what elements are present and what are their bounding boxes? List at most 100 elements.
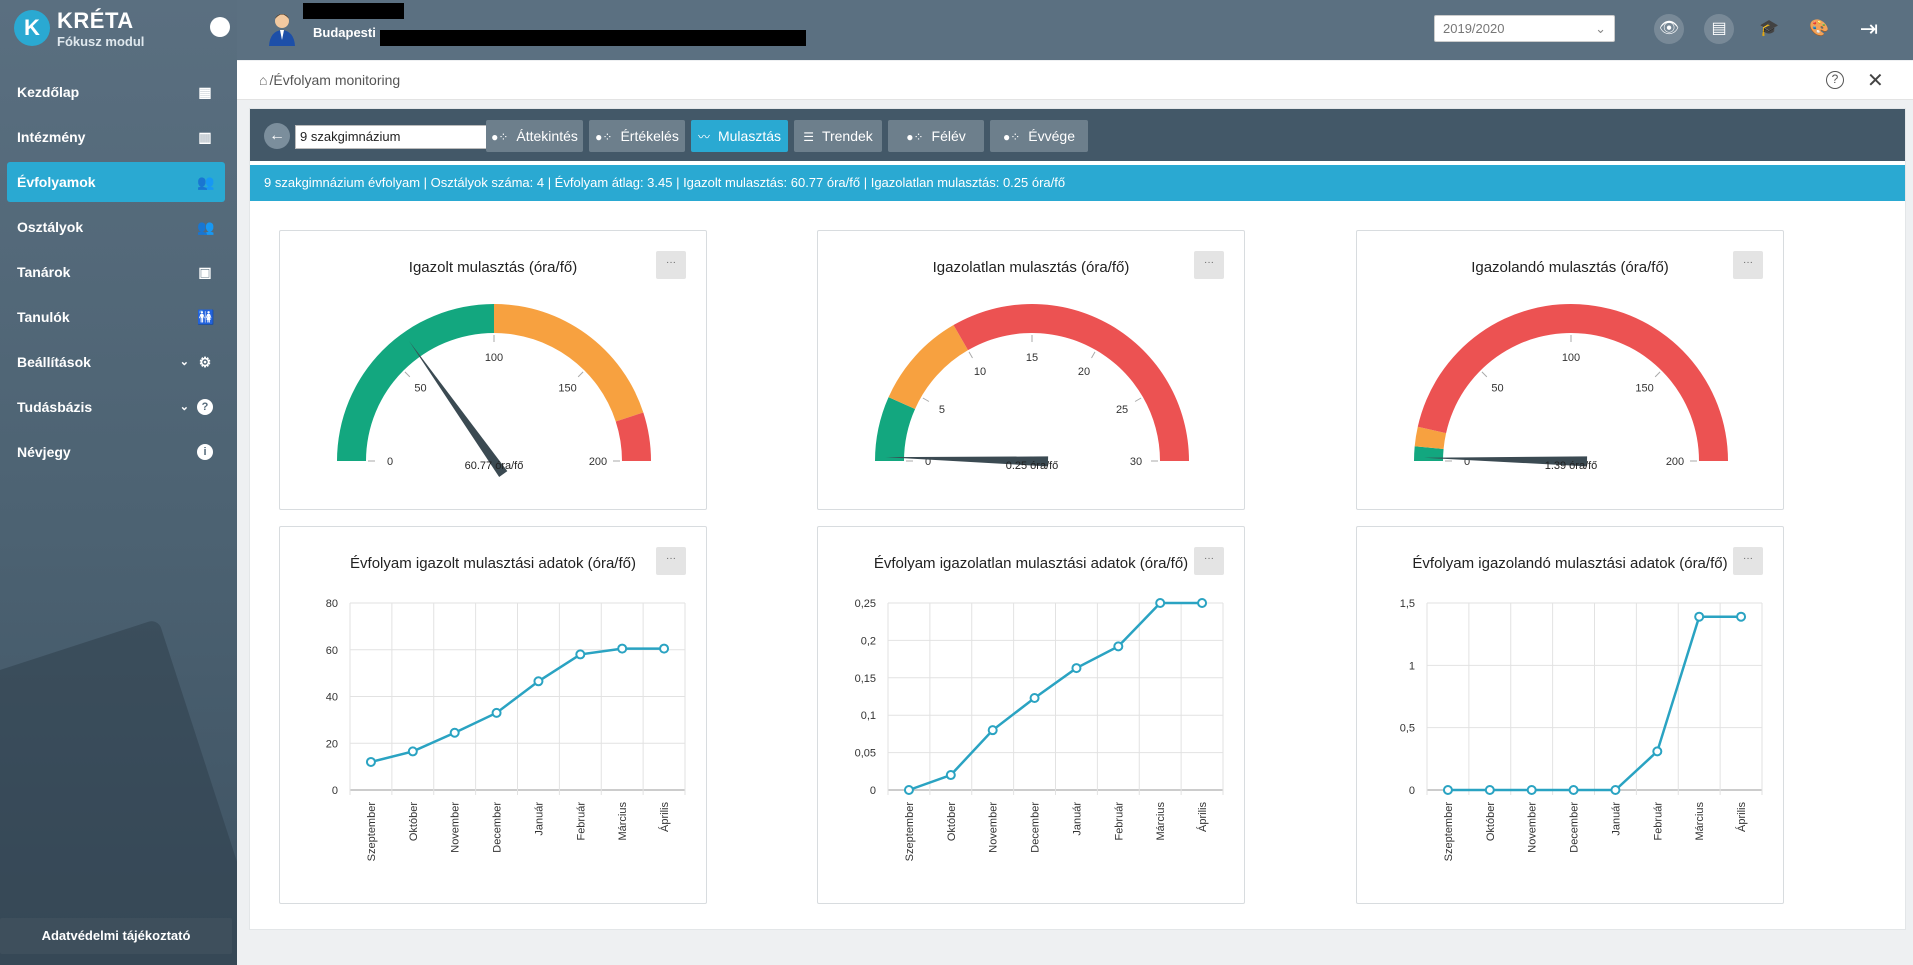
gauge-tick-label: 30 xyxy=(1130,456,1142,468)
x-tick-label: Szeptember xyxy=(1443,802,1455,862)
close-icon[interactable]: ✕ xyxy=(1867,70,1884,92)
sidebar-item-evfolyamok[interactable]: Évfolyamok 👥 xyxy=(7,162,225,202)
home-icon[interactable]: ⌂ xyxy=(259,72,268,88)
tab-label: Áttekintés xyxy=(516,128,578,144)
data-point[interactable] xyxy=(1197,598,1208,608)
x-tick-label: November xyxy=(450,802,462,853)
palette-icon[interactable]: 🎨 xyxy=(1809,20,1829,37)
data-point[interactable] xyxy=(1484,785,1495,795)
data-point[interactable] xyxy=(903,785,914,795)
gauge-band xyxy=(888,325,968,409)
id-card-icon[interactable]: ▤ xyxy=(1704,14,1734,44)
gauge-card: 0 5 10 15 20 25 30 0.25 óra/fő Igazolatlan mulas… xyxy=(817,230,1245,510)
data-point[interactable] xyxy=(491,707,502,718)
card-menu-button[interactable]: ··· xyxy=(1194,251,1224,279)
trend-icon: 〰 xyxy=(697,130,710,144)
eye-icon[interactable]: 👁 xyxy=(1654,14,1684,44)
data-point[interactable] xyxy=(1694,611,1705,622)
data-point[interactable] xyxy=(945,770,956,781)
tab-evvege[interactable]: ●⁘ Évvége xyxy=(990,120,1088,152)
x-tick-label: Április xyxy=(658,802,671,832)
data-point[interactable] xyxy=(407,746,418,757)
y-tick-label: 0,1 xyxy=(861,710,876,722)
data-point[interactable] xyxy=(1155,598,1166,608)
data-point[interactable] xyxy=(1113,641,1124,652)
gauge-tick-label: 0 xyxy=(925,456,931,468)
tab-mulasztas[interactable]: 〰 Mulasztás xyxy=(691,120,788,152)
card-menu-button[interactable]: ··· xyxy=(656,547,686,575)
gauge-tick-label: 200 xyxy=(1666,456,1684,468)
data-point[interactable] xyxy=(365,756,376,767)
privacy-notice-button[interactable]: Adatvédelmi tájékoztató xyxy=(0,918,232,954)
gauge-tick-label: 20 xyxy=(1078,366,1090,378)
x-tick-label: Március xyxy=(1694,802,1706,841)
data-point[interactable] xyxy=(575,649,586,660)
x-tick-label: December xyxy=(1030,802,1042,853)
gauge-band xyxy=(615,412,651,461)
card-title: Évfolyam igazolt mulasztási adatok (óra/… xyxy=(350,555,636,572)
list-icon: ☰ xyxy=(803,130,814,144)
students-icon: 🚻 xyxy=(197,309,215,325)
gauge-band xyxy=(953,304,1189,461)
sidebar-item-beallitasok[interactable]: Beállítások ⌄ ⚙ xyxy=(7,342,225,382)
gauge-card: 0 50 100 150 200 1.39 óra/fő Igazolandó mulasz… xyxy=(1356,230,1784,510)
gauge-band xyxy=(1417,303,1728,461)
gauge-tick-label: 10 xyxy=(974,366,986,378)
line-chart: 0 0,05 0,1 0,15 0,2 0,25 Szeptember Október Nove… xyxy=(855,598,1224,861)
chevron-down-icon: ⌄ xyxy=(179,401,189,413)
data-point[interactable] xyxy=(1568,785,1579,795)
sidebar-item-intezmeny[interactable]: Intézmény ▥ xyxy=(7,117,225,157)
sidebar-item-tudasbazis[interactable]: Tudásbázis ⌄? xyxy=(7,387,225,427)
brand[interactable]: K KRÉTA Fókusz modul xyxy=(14,8,237,56)
tab-label: Félév xyxy=(931,128,966,144)
gauge-needle xyxy=(885,456,1049,467)
x-tick-label: December xyxy=(492,802,504,853)
school-year-value: 2019/2020 xyxy=(1443,21,1505,36)
y-tick-label: 20 xyxy=(326,738,338,750)
tab-ertekeles[interactable]: ●⁘ Értékelés xyxy=(589,120,685,152)
data-point[interactable] xyxy=(533,676,544,687)
sidebar-item-osztalyok[interactable]: Osztályok 👥 xyxy=(7,207,225,247)
data-point[interactable] xyxy=(1526,785,1537,795)
logout-icon[interactable]: ⇥ xyxy=(1859,16,1879,41)
card-menu-button[interactable]: ··· xyxy=(1733,251,1763,279)
data-point[interactable] xyxy=(449,727,460,738)
data-point[interactable] xyxy=(1736,611,1747,622)
gauge-value-label: 60.77 óra/fő xyxy=(465,460,524,472)
y-tick-label: 80 xyxy=(326,598,338,610)
card-menu-button[interactable]: ··· xyxy=(1194,547,1224,575)
sidebar-toggle-icon[interactable] xyxy=(210,17,230,37)
gauge-tick-label: 0 xyxy=(387,456,393,468)
gauge-value-label: 1.39 óra/fő xyxy=(1545,460,1598,472)
data-point[interactable] xyxy=(987,725,998,736)
tab-felev[interactable]: ●⁘ Félév xyxy=(888,120,984,152)
graduation-cap-icon[interactable]: 🎓 xyxy=(1759,20,1779,37)
sidebar-item-tanarok[interactable]: Tanárok ▣ xyxy=(7,252,225,292)
user-avatar-icon[interactable] xyxy=(267,10,297,46)
data-point[interactable] xyxy=(1610,785,1621,795)
redacted-username xyxy=(303,3,404,19)
x-tick-label: December xyxy=(1569,802,1581,853)
data-point[interactable] xyxy=(1652,746,1663,757)
data-point[interactable] xyxy=(659,643,670,654)
data-point[interactable] xyxy=(1442,785,1453,795)
card-menu-button[interactable]: ··· xyxy=(656,251,686,279)
school-year-select[interactable]: 2019/2020 ⌄ xyxy=(1434,15,1615,42)
tab-attekintes[interactable]: ●⁘ Áttekintés xyxy=(486,120,583,152)
gauge-tick-label: 15 xyxy=(1026,352,1038,364)
tab-trendek[interactable]: ☰ Trendek xyxy=(794,120,882,152)
data-point[interactable] xyxy=(617,643,628,654)
sidebar-item-kezdolap[interactable]: Kezdőlap ▦ xyxy=(7,72,225,112)
help-icon[interactable]: ? xyxy=(1826,71,1844,89)
previous-grade-button[interactable]: ← xyxy=(264,123,290,149)
card-menu-button[interactable]: ··· xyxy=(1733,547,1763,575)
sidebar-item-nevjegy[interactable]: Névjegy i xyxy=(7,432,225,472)
data-point[interactable] xyxy=(1029,692,1040,703)
sidebar-item-tanulok[interactable]: Tanulók 🚻 xyxy=(7,297,225,337)
data-point[interactable] xyxy=(1071,663,1082,674)
gauge-tick xyxy=(1091,351,1096,359)
bubbles-icon: ●⁘ xyxy=(906,130,924,144)
tab-label: Értékelés xyxy=(620,128,679,144)
y-tick-label: 1,5 xyxy=(1400,598,1415,610)
gauge-chart: 0 50 100 150 200 60.77 óra/fő xyxy=(337,304,651,477)
